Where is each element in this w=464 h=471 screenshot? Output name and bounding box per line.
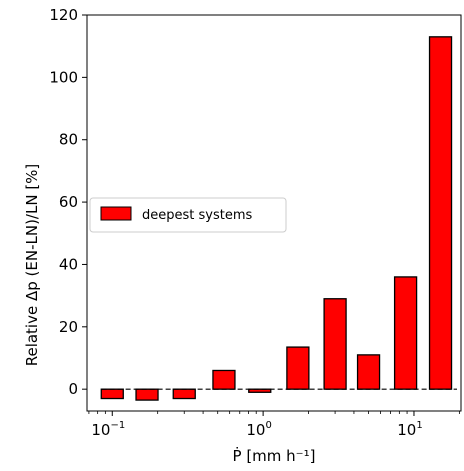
y-axis-label: Relative Δp (EN-LN)/LN [%] bbox=[23, 164, 41, 367]
legend: deepest systems bbox=[89, 197, 287, 233]
legend-box bbox=[89, 197, 287, 233]
x-axis-label: Ṗ [mm h⁻¹] bbox=[233, 446, 316, 465]
y-tick-label: 120 bbox=[49, 6, 78, 24]
bar bbox=[428, 36, 453, 390]
y-tick-label: 40 bbox=[59, 255, 78, 273]
x-tick-label: 100 bbox=[246, 420, 271, 439]
y-tick-label: 100 bbox=[49, 68, 78, 86]
legend-label: deepest systems bbox=[142, 208, 252, 223]
y-tick-label: 0 bbox=[68, 380, 78, 398]
x-tick-label: 101 bbox=[397, 420, 422, 439]
y-tick-label: 80 bbox=[59, 131, 78, 149]
plot-frame bbox=[86, 14, 462, 412]
bar bbox=[212, 369, 236, 390]
x-tick-label: 10−1 bbox=[91, 420, 125, 439]
y-tick-label: 60 bbox=[59, 193, 78, 211]
bar bbox=[100, 388, 124, 400]
y-axis: 0 20 40 60 80 100 120 bbox=[49, 6, 87, 398]
bar bbox=[248, 388, 272, 393]
bar bbox=[356, 354, 381, 390]
y-tick-label: 20 bbox=[59, 318, 78, 336]
bar bbox=[323, 298, 347, 390]
x-axis: 10−1 100 101 bbox=[88, 411, 460, 439]
bar bbox=[393, 276, 418, 390]
bar bbox=[286, 346, 310, 390]
bar bbox=[172, 388, 196, 400]
legend-swatch bbox=[100, 206, 132, 221]
bar bbox=[135, 388, 159, 401]
